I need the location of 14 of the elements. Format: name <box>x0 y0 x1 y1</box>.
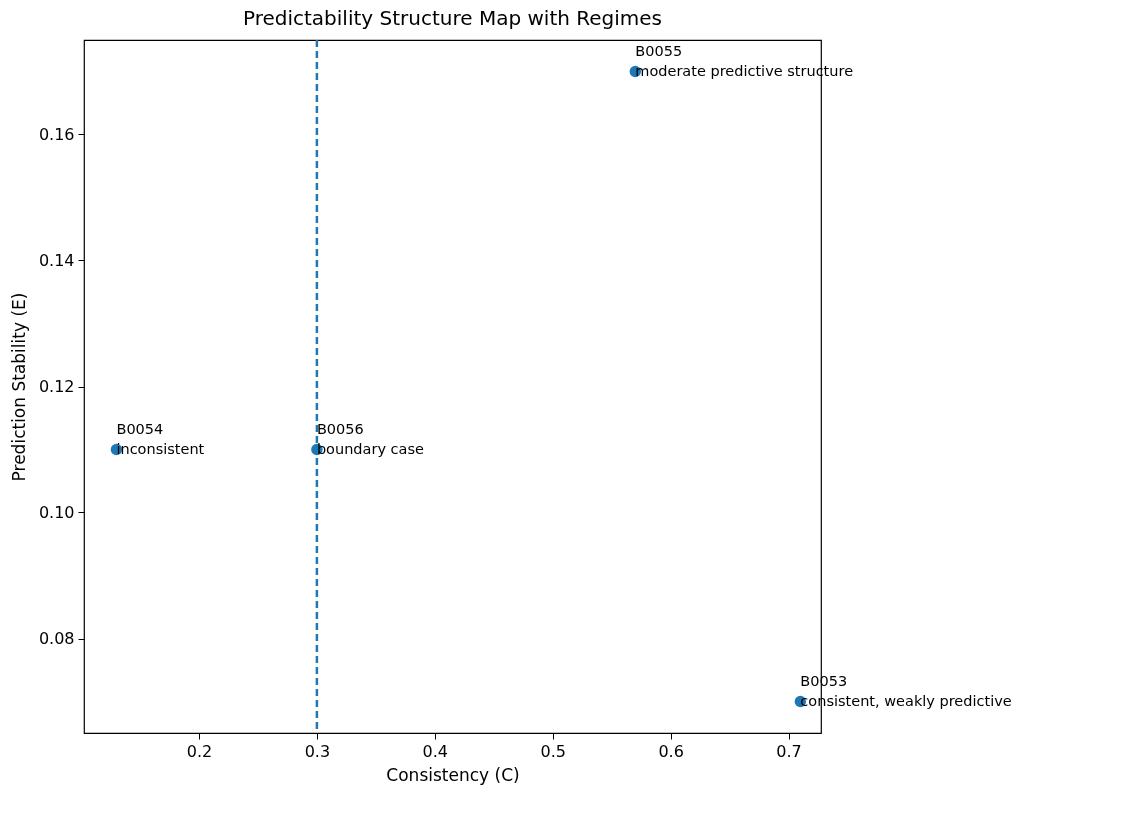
y-tick-label: 0.10 <box>38 503 75 522</box>
chart-title: Predictability Structure Map with Regimes <box>242 5 663 30</box>
y-tick-label: 0.14 <box>38 251 75 270</box>
y-tick-label: 0.12 <box>38 377 75 396</box>
x-tick-label: 0.5 <box>540 741 566 761</box>
x-tick-label: 0.7 <box>776 741 802 761</box>
x-tick-label: 0.3 <box>304 741 331 761</box>
x-tick-label: 0.6 <box>658 741 684 761</box>
x-tick-label: 0.2 <box>186 741 213 761</box>
y-tick-label: 0.16 <box>38 125 75 144</box>
y-tick-label: 0.08 <box>38 629 75 648</box>
y-axis-title: Prediction Stability (E) <box>8 292 29 482</box>
x-tick-label: 0.4 <box>422 741 449 761</box>
x-axis-title: Consistency (C) <box>386 764 520 785</box>
